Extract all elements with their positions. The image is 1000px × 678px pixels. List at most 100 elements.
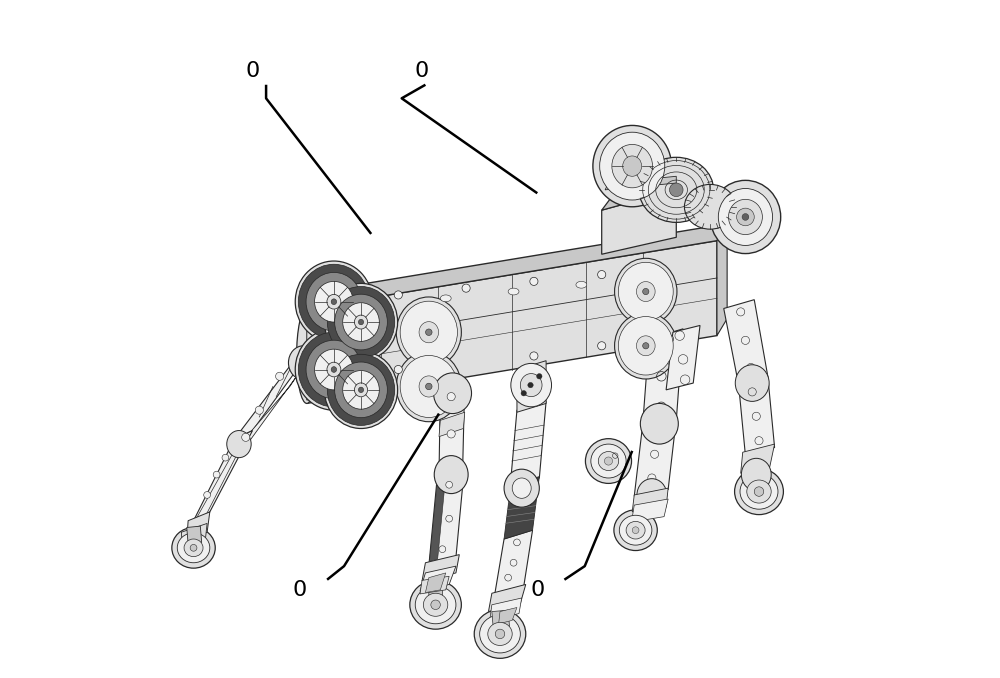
Polygon shape [666,325,700,390]
Circle shape [665,335,674,343]
Polygon shape [602,190,676,254]
Ellipse shape [335,294,387,350]
Ellipse shape [636,281,655,302]
Ellipse shape [718,188,773,245]
Circle shape [446,515,453,522]
Circle shape [537,374,542,379]
Ellipse shape [440,295,451,302]
Ellipse shape [298,264,369,339]
Polygon shape [439,381,465,476]
Polygon shape [490,598,522,620]
Ellipse shape [410,580,461,629]
Circle shape [495,629,505,639]
Ellipse shape [612,144,653,188]
Polygon shape [488,584,526,612]
Circle shape [255,406,263,414]
Ellipse shape [747,480,771,503]
Ellipse shape [295,329,373,410]
Polygon shape [492,610,509,628]
Ellipse shape [520,374,542,397]
Polygon shape [194,444,242,523]
Ellipse shape [512,478,531,498]
Ellipse shape [576,281,587,288]
Polygon shape [307,224,727,308]
Polygon shape [495,530,533,595]
Circle shape [447,393,455,401]
Text: 0: 0 [415,61,429,81]
Circle shape [394,365,402,374]
Ellipse shape [591,444,626,478]
Ellipse shape [619,515,652,545]
Circle shape [643,342,649,349]
Polygon shape [420,566,456,591]
Ellipse shape [396,351,461,422]
Ellipse shape [315,349,353,390]
Polygon shape [234,356,307,439]
Ellipse shape [511,363,552,407]
Circle shape [670,183,683,197]
Polygon shape [747,466,770,485]
Circle shape [447,430,455,438]
Circle shape [431,600,440,610]
Ellipse shape [335,362,387,418]
Text: 0: 0 [245,61,260,81]
Circle shape [276,372,284,380]
Ellipse shape [327,355,395,425]
Circle shape [222,454,229,461]
Polygon shape [632,499,668,522]
Circle shape [530,352,538,360]
Circle shape [446,481,453,488]
Ellipse shape [600,132,665,200]
Ellipse shape [343,371,379,409]
Circle shape [521,391,526,396]
Circle shape [643,288,649,295]
Polygon shape [307,346,334,400]
Ellipse shape [640,403,678,444]
Ellipse shape [615,258,677,325]
Polygon shape [717,224,727,336]
Ellipse shape [637,479,667,511]
Circle shape [754,487,764,496]
Ellipse shape [614,510,657,551]
Ellipse shape [434,373,472,414]
Polygon shape [741,444,775,473]
Polygon shape [605,176,676,190]
Circle shape [604,457,613,465]
Ellipse shape [598,452,619,471]
Circle shape [190,544,197,551]
Polygon shape [429,476,446,561]
Circle shape [632,527,639,534]
Ellipse shape [728,199,762,235]
Circle shape [530,277,538,285]
Ellipse shape [358,387,364,393]
Ellipse shape [419,376,439,397]
Text: 0: 0 [293,580,307,600]
Ellipse shape [735,365,769,401]
Ellipse shape [327,294,341,309]
Ellipse shape [415,586,456,624]
Polygon shape [425,573,446,593]
Circle shape [439,546,446,553]
Ellipse shape [737,208,754,226]
Polygon shape [739,376,775,456]
Ellipse shape [504,469,539,507]
Ellipse shape [298,332,369,407]
Circle shape [242,433,250,441]
Circle shape [213,471,220,478]
Ellipse shape [623,156,642,176]
Ellipse shape [400,301,457,363]
Ellipse shape [508,288,519,295]
Ellipse shape [172,527,215,568]
Ellipse shape [626,521,645,539]
Polygon shape [504,477,539,539]
Ellipse shape [306,340,362,399]
Polygon shape [234,376,297,451]
Ellipse shape [735,468,783,515]
Ellipse shape [354,315,368,329]
Ellipse shape [295,261,373,342]
Ellipse shape [740,474,778,509]
Ellipse shape [615,313,677,379]
Ellipse shape [400,355,457,418]
Polygon shape [499,607,517,624]
Polygon shape [724,300,768,385]
